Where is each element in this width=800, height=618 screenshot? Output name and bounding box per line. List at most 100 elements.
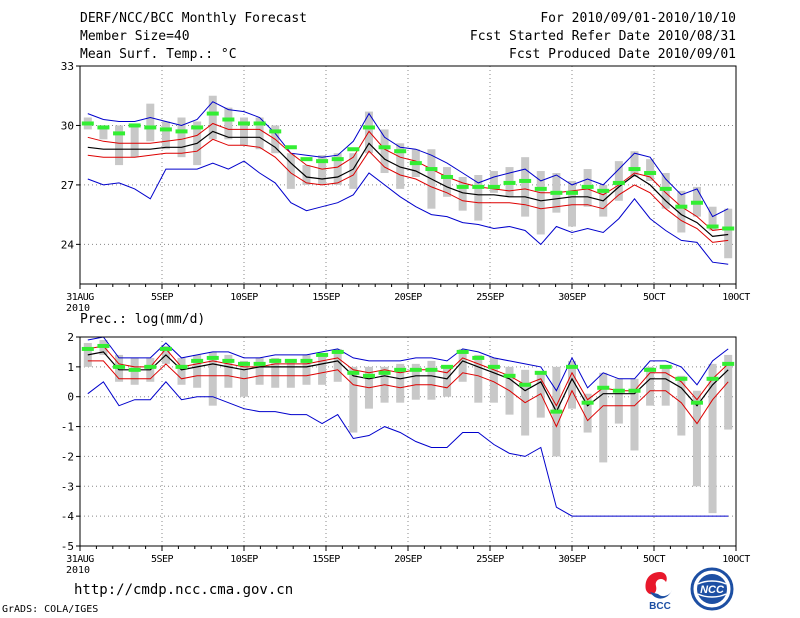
observed-marker: [581, 400, 594, 405]
x-tick-label: 10OCT: [722, 554, 750, 565]
observed-marker: [456, 349, 469, 354]
observed-marker: [222, 117, 235, 122]
observed-marker: [472, 184, 485, 189]
observed-marker: [144, 125, 157, 130]
observed-marker: [566, 190, 578, 195]
ensemble-box: [630, 151, 639, 177]
member-size: Member Size=40: [80, 29, 190, 44]
ensemble-box: [677, 190, 686, 233]
y-tick-label: 0: [67, 391, 74, 404]
x-tick-label: 25SEP: [476, 554, 504, 565]
lower-spread-line: [87, 138, 729, 243]
forecast-produced-date: Fcst Produced Date 2010/09/01: [509, 47, 736, 62]
ensemble-box: [474, 354, 483, 403]
observed-marker: [113, 364, 126, 369]
y-tick-label: 1: [67, 361, 74, 374]
observed-marker: [675, 376, 688, 381]
ensemble-box: [255, 357, 264, 385]
observed-marker: [253, 361, 266, 366]
observed-marker: [378, 370, 391, 375]
observed-marker: [253, 121, 266, 126]
source-url[interactable]: http://cmdp.ncc.cma.gov.cn: [74, 582, 294, 598]
ensemble-box: [318, 155, 327, 185]
y-tick-label: 33: [61, 60, 74, 73]
observed-marker: [706, 224, 719, 229]
observed-marker: [128, 367, 141, 372]
grads-credit: GrADS: COLA/IGES: [2, 604, 99, 615]
observed-marker: [472, 355, 485, 360]
observed-marker: [597, 188, 610, 193]
observed-marker: [519, 382, 532, 387]
observed-marker: [362, 373, 375, 378]
ensemble-box: [708, 206, 717, 231]
observed-marker: [659, 364, 672, 369]
ensemble-box: [583, 393, 592, 433]
observed-marker: [206, 111, 219, 116]
y-tick-label: 2: [67, 331, 74, 344]
observed-marker: [284, 145, 297, 150]
observed-marker: [347, 147, 360, 152]
ensemble-box: [724, 354, 733, 430]
observed-marker: [206, 355, 219, 360]
x-tick-label: 10OCT: [722, 292, 750, 303]
ensemble-box: [177, 117, 186, 158]
ensemble-box: [614, 378, 623, 424]
ensemble-box: [443, 167, 452, 197]
y-tick-label: -2: [61, 450, 74, 463]
ensemble-box: [255, 117, 264, 150]
observed-marker: [534, 186, 547, 191]
x-tick-label: 30SEP: [558, 292, 586, 303]
observed-marker: [534, 370, 547, 375]
x-tick-label: 20SEP: [394, 554, 422, 565]
observed-marker: [113, 131, 126, 136]
ensemble-box: [286, 153, 295, 189]
y-tick-label: -3: [61, 480, 74, 493]
observed-marker: [409, 161, 422, 166]
observed-marker: [331, 157, 344, 162]
ensemble-box: [224, 354, 233, 388]
bcc-logo: BCC: [645, 572, 672, 612]
observed-marker: [722, 361, 735, 366]
observed-marker: [191, 358, 204, 363]
observed-marker: [456, 184, 469, 189]
ensemble-mean-line: [87, 351, 729, 413]
forecast-started-date: Fcst Started Refer Date 2010/08/31: [469, 29, 736, 44]
observed-marker: [378, 145, 391, 150]
ensemble-box: [677, 375, 686, 436]
observed-marker: [550, 409, 563, 414]
x-tick-label: 5SEP: [151, 554, 174, 565]
ensemble-box: [427, 360, 436, 400]
ensemble-box: [708, 363, 717, 514]
max-envelope-line: [87, 101, 729, 218]
ensemble-box: [99, 125, 108, 140]
x-tick-year-label: 2010: [66, 565, 90, 576]
observed-marker: [487, 184, 500, 189]
ensemble-box: [489, 357, 498, 403]
x-tick-label: 15SEP: [312, 554, 340, 565]
observed-marker: [519, 178, 532, 183]
observed-marker: [144, 364, 157, 369]
min-envelope-line: [87, 160, 729, 265]
ensemble-box: [411, 363, 420, 400]
ensemble-box: [489, 171, 498, 193]
precip-panel-title: Prec.: log(mm/d): [80, 312, 206, 327]
observed-marker: [191, 125, 204, 130]
ensemble-box: [536, 171, 545, 235]
observed-marker: [81, 346, 94, 351]
observed-marker: [175, 364, 188, 369]
ensemble-box: [521, 157, 530, 217]
ensemble-box: [599, 372, 608, 463]
ensemble-box: [661, 366, 670, 406]
max-envelope-line: [87, 336, 729, 392]
observed-marker: [503, 180, 516, 185]
observed-marker: [238, 121, 250, 126]
observed-marker: [425, 167, 438, 172]
y-tick-label: 24: [61, 238, 75, 251]
x-tick-label: 10SEP: [230, 554, 258, 565]
ensemble-box: [286, 360, 295, 388]
observed-marker: [550, 190, 563, 195]
observed-marker: [238, 361, 250, 366]
observed-marker: [659, 186, 672, 191]
observed-marker: [284, 358, 297, 363]
ensemble-box: [458, 176, 467, 211]
